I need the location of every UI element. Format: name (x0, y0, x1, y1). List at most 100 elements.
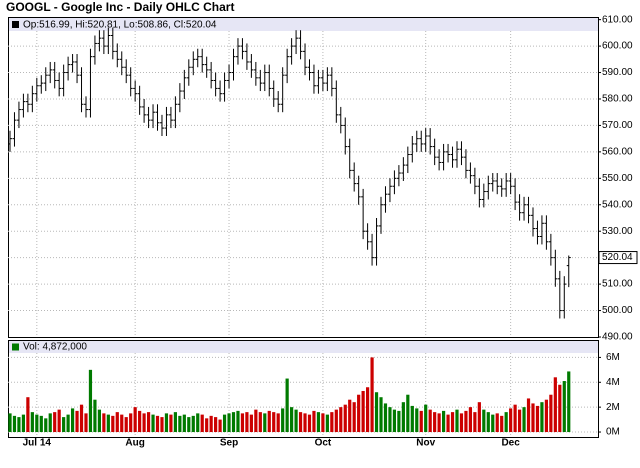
volume-bar (486, 412, 490, 433)
volume-bar (433, 412, 437, 433)
volume-bar (218, 419, 222, 433)
volume-bar (482, 409, 486, 433)
y-tick-label: 540.00 (602, 199, 633, 210)
volume-bar (361, 390, 365, 433)
volume-bar (415, 408, 419, 433)
volume-bar (115, 412, 119, 433)
volume-tick-label: 6M (606, 352, 620, 363)
volume-bar (383, 403, 388, 433)
volume-bar (209, 415, 213, 433)
volume-bar (307, 414, 312, 433)
volume-tick-label: 4M (606, 377, 620, 388)
volume-bar (491, 414, 495, 433)
volume-bar (214, 417, 218, 433)
y-tick-label: 610.00 (602, 14, 633, 25)
volume-bar (66, 414, 70, 433)
volume-bar (169, 414, 173, 433)
volume-bar (191, 415, 195, 433)
volume-bar (500, 415, 504, 433)
volume-bar (164, 413, 169, 433)
volume-bar (272, 412, 276, 433)
volume-bar (522, 407, 526, 433)
volume-bar (8, 413, 12, 433)
volume-bar (146, 412, 151, 433)
volume-bar (303, 413, 307, 433)
volume-bar (151, 414, 155, 433)
volume-bar (540, 402, 544, 433)
volume-bar (254, 409, 258, 433)
volume-bar (48, 413, 52, 433)
volume-bar (182, 414, 186, 433)
volume-bar (276, 413, 280, 433)
volume-bar (111, 415, 115, 433)
volume-bar (290, 407, 294, 433)
volume-bar (446, 414, 450, 433)
volume-bar (567, 371, 571, 433)
volume-bar (200, 414, 204, 433)
volume-bar (459, 413, 464, 433)
volume-bar (267, 410, 271, 433)
volume-bar (53, 412, 57, 433)
volume-bar (352, 402, 356, 433)
y-tick-label: 510.00 (602, 279, 633, 290)
volume-bar (339, 407, 343, 433)
volume-bar (428, 409, 432, 433)
volume-bar (62, 417, 66, 433)
volume-bar (495, 413, 499, 433)
volume-bar (102, 413, 106, 433)
volume-bar (549, 394, 553, 433)
volume-bar (173, 412, 177, 433)
volume-bar (70, 408, 75, 433)
x-tick-label: Oct (315, 438, 332, 449)
volume-bar (222, 414, 227, 433)
y-tick-label: 560.00 (602, 147, 633, 158)
y-tick-label: 600.00 (602, 41, 633, 52)
volume-bar (374, 392, 379, 433)
volume-bar (544, 399, 548, 433)
volume-bar (316, 412, 321, 433)
volume-bar (450, 412, 455, 433)
volume-legend-icon (12, 343, 19, 351)
volume-bar (178, 415, 182, 433)
volume-bar (106, 414, 110, 433)
volume-bar (57, 409, 61, 433)
y-tick-label: 500.00 (602, 305, 633, 316)
volume-bar (124, 417, 128, 433)
volume-bar (477, 402, 481, 433)
volume-bar (504, 412, 508, 433)
price-panel (8, 17, 599, 338)
volume-bar (227, 413, 231, 433)
volume-bar (75, 410, 79, 433)
volume-bar (321, 413, 325, 433)
volume-bar (129, 413, 133, 433)
x-tick-label: Dec (501, 438, 520, 449)
y-tick-label: 590.00 (602, 67, 633, 78)
volume-bar (325, 414, 329, 433)
volume-bar (392, 409, 397, 433)
volume-bar (155, 415, 160, 433)
volume-bar (97, 409, 101, 433)
volume-header (9, 341, 598, 353)
volume-bar (406, 394, 410, 433)
price-legend: Op:516.99, Hi:520.81, Lo:508.86, Cl:520.… (23, 20, 217, 31)
volume-bar (468, 407, 473, 433)
volume-bar (205, 418, 209, 433)
volume-bar (343, 404, 347, 433)
volume-bar (330, 412, 334, 433)
volume-bar (348, 399, 352, 433)
volume-bar (410, 405, 414, 433)
y-tick-label: 530.00 (602, 226, 633, 237)
price-header (9, 18, 598, 31)
volume-bar (133, 407, 137, 433)
volume-bar (388, 407, 392, 433)
volume-bar (231, 412, 236, 433)
volume-bar (294, 409, 298, 433)
volume-bar (298, 412, 303, 433)
volume-bar (44, 418, 48, 433)
volume-bar (513, 404, 517, 433)
volume-bar (509, 408, 513, 433)
volume-bar (93, 399, 97, 433)
x-tick-label: Aug (125, 438, 144, 449)
price-legend-icon (12, 21, 19, 28)
volume-bar (240, 413, 245, 433)
